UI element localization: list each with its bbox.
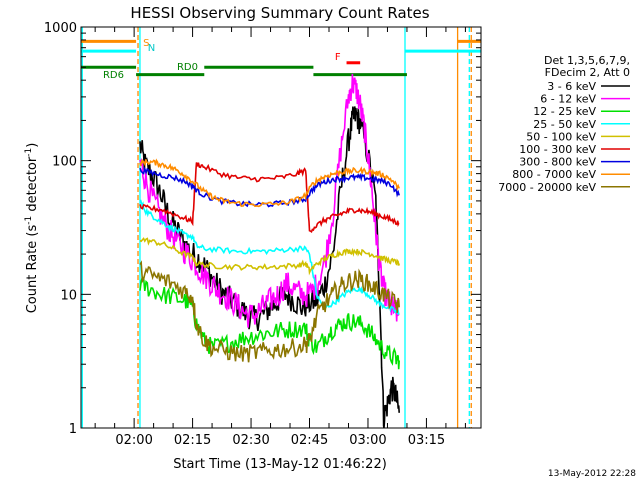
series-line-7	[139, 158, 400, 208]
chart-title: HESSI Observing Summary Count Rates	[130, 4, 429, 22]
legend-entry-label-2: 12 - 25 keV	[533, 105, 596, 118]
y-tick-label-0: 1	[69, 422, 77, 437]
legend-entry-label-0: 3 - 6 keV	[547, 80, 596, 93]
x-tick-label-0: 02:00	[115, 433, 152, 448]
x-tick-label-3: 02:45	[291, 433, 328, 448]
x-tick-label-4: 03:00	[349, 433, 386, 448]
flag-label-s: S	[143, 38, 149, 49]
y-axis-label-sup: -1	[24, 216, 34, 225]
legend: Det 1,3,5,6,7,9,FDecim 2, Att 03 - 6 keV…	[498, 54, 630, 194]
series-line-3	[139, 199, 400, 316]
legend-entry-label-3: 25 - 50 keV	[533, 118, 596, 131]
legend-entry-label-8: 7000 - 20000 keV	[498, 181, 596, 194]
legend-entry-label-6: 300 - 800 keV	[519, 156, 596, 169]
legend-entry-label-4: 50 - 100 keV	[526, 130, 596, 143]
y-axis-label-tail: detector	[25, 156, 40, 216]
flag-label-f: F	[335, 52, 341, 63]
x-tick-label-5: 03:15	[408, 433, 445, 448]
plot-area: SN F RD0 RD6 1 10 100 1000 02:00 02:15 02:30 02:45 0…	[44, 21, 482, 448]
plot-frame	[80, 26, 482, 429]
y-axis-label: Count Rate (s-1 detector-1)	[24, 143, 40, 314]
y-tick-label-2: 100	[52, 155, 77, 170]
y-tick-label-3: 1000	[44, 21, 77, 36]
x-tick-label-1: 02:15	[174, 433, 211, 448]
series-line-1	[139, 73, 400, 328]
flag-label-rd0: RD0	[177, 62, 198, 73]
series-line-5	[139, 162, 400, 234]
y-axis-label-main: Count Rate (s	[25, 225, 40, 314]
x-axis-label: Start Time (13-May-12 01:46:22)	[173, 457, 387, 472]
flag-label-n: N	[148, 43, 155, 54]
y-axis-label-sup2: -1	[24, 148, 34, 157]
series-line-6	[139, 166, 400, 208]
footer-date: 13-May-2012 22:28	[548, 469, 636, 479]
legend-entry-label-7: 800 - 7000 keV	[512, 168, 596, 181]
y-tick-label-1: 10	[60, 288, 77, 303]
x-tick-label-2: 02:30	[232, 433, 269, 448]
legend-entry-label-1: 6 - 12 keV	[540, 93, 596, 106]
legend-entry-label-5: 100 - 300 keV	[519, 143, 596, 156]
series-line-4	[139, 237, 400, 276]
series-line-8	[139, 260, 400, 363]
flag-label-rd6: RD6	[103, 70, 124, 81]
legend-header-1: FDecim 2, Att 0	[545, 66, 630, 79]
y-axis-label-close: )	[25, 143, 40, 148]
legend-header-0: Det 1,3,5,6,7,9,	[544, 54, 630, 67]
